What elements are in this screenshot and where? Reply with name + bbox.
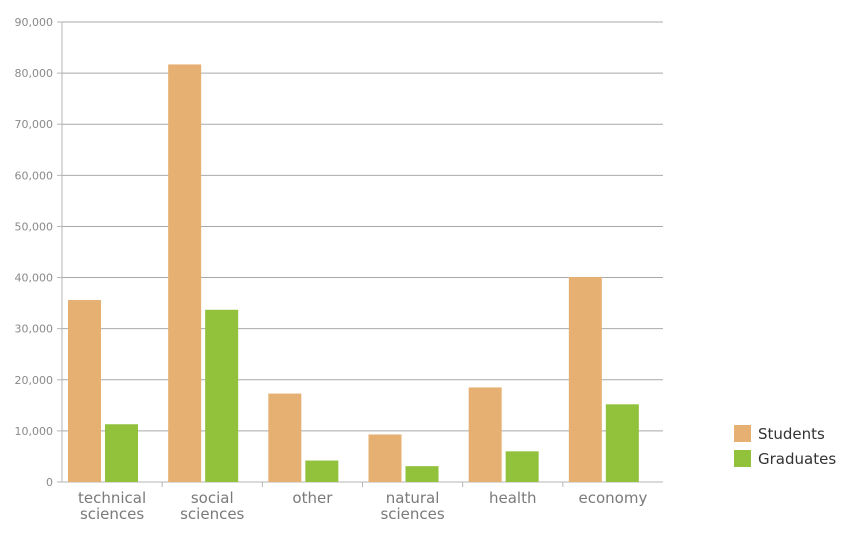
bar-students-5 xyxy=(568,277,602,482)
bar-graduates-5 xyxy=(605,404,639,482)
y-tick-label: 0 xyxy=(46,476,53,489)
x-category-label-line: other xyxy=(292,489,333,507)
x-category-label: other xyxy=(292,489,333,507)
x-category-label-line: sciences xyxy=(380,505,444,523)
y-tick-label: 60,000 xyxy=(15,169,54,182)
x-category-label-line: health xyxy=(489,489,536,507)
legend-swatch-students xyxy=(734,425,751,442)
x-category-label: economy xyxy=(579,489,648,507)
y-tick-label: 90,000 xyxy=(15,16,54,29)
bar-graduates-4 xyxy=(505,451,539,482)
legend-label-students: Students xyxy=(758,425,825,443)
y-tick-label: 80,000 xyxy=(15,67,54,80)
x-category-label: natural sciences xyxy=(380,489,444,523)
y-tick-label: 70,000 xyxy=(15,118,54,131)
axes xyxy=(57,21,663,487)
y-tick-label: 30,000 xyxy=(15,323,54,336)
legend-swatch-graduates xyxy=(734,450,751,467)
y-axis-tick-labels: 0 10,000 20,000 30,000 40,000 50,000 60,000 70,… xyxy=(15,16,54,489)
bar-students-2 xyxy=(268,393,302,482)
bar-graduates-2 xyxy=(305,460,339,482)
x-category-label-line: sciences xyxy=(180,505,244,523)
y-tick-label: 10,000 xyxy=(15,425,54,438)
bar-students-0 xyxy=(68,300,101,482)
bar-graduates-1 xyxy=(205,309,239,482)
bar-graduates-3 xyxy=(405,466,439,482)
y-tick-label: 20,000 xyxy=(15,374,54,387)
bar-students-3 xyxy=(368,434,402,482)
x-category-label: technical sciences xyxy=(78,489,146,523)
gridlines xyxy=(62,21,663,432)
x-category-label-line: technical xyxy=(78,489,146,507)
y-tick-label: 40,000 xyxy=(15,272,54,285)
bars xyxy=(68,64,639,482)
x-category-label-line: natural xyxy=(386,489,440,507)
bar-students-4 xyxy=(468,387,502,482)
bar-students-1 xyxy=(168,64,202,482)
x-category-label: social sciences xyxy=(180,489,244,523)
y-tick-label: 50,000 xyxy=(15,220,54,233)
bar-graduates-0 xyxy=(105,424,138,482)
x-category-label-line: economy xyxy=(579,489,648,507)
x-category-label-line: sciences xyxy=(80,505,144,523)
legend-label-graduates: Graduates xyxy=(758,450,836,468)
x-category-label-line: social xyxy=(191,489,234,507)
legend: Students Graduates xyxy=(734,425,836,468)
x-category-label: health xyxy=(489,489,536,507)
